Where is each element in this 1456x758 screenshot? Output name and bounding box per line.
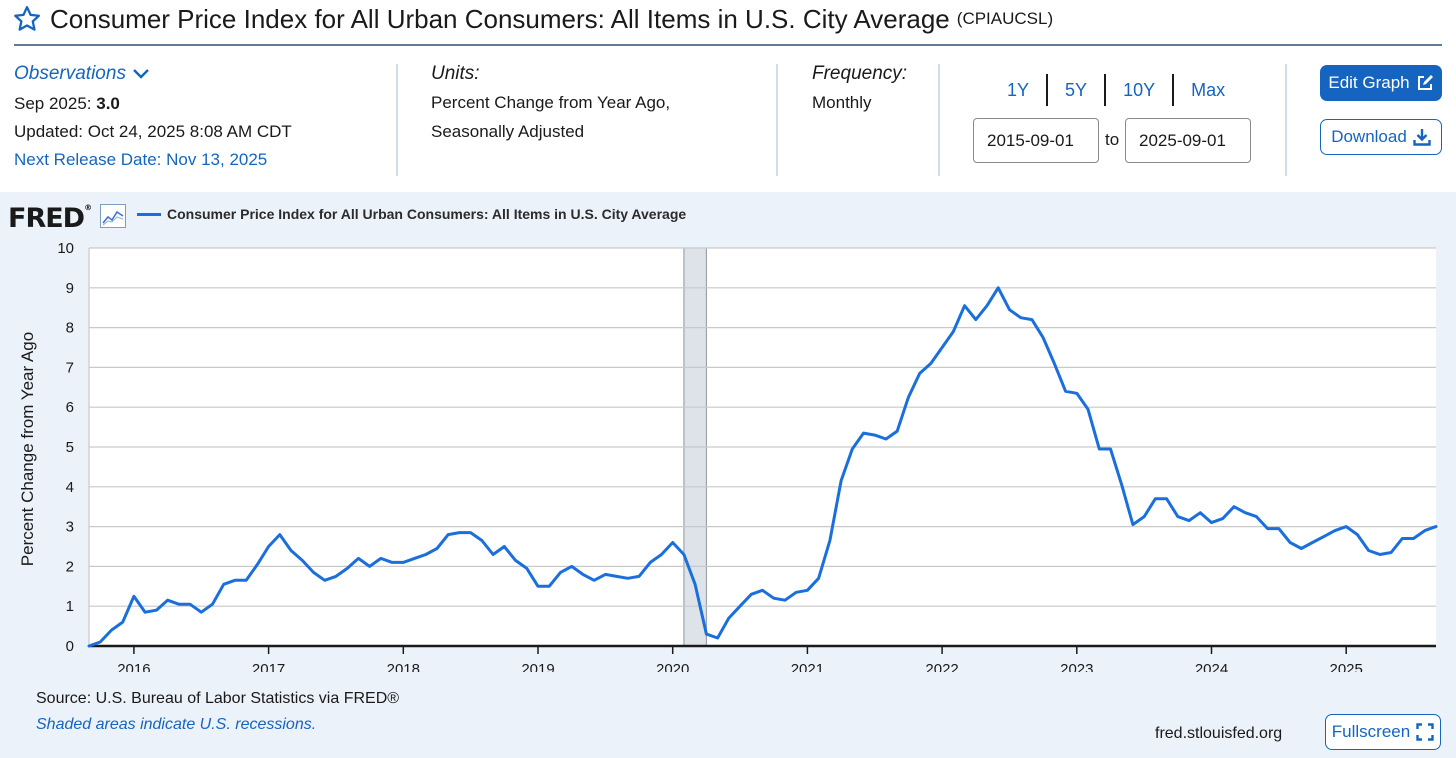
title-divider — [14, 44, 1442, 46]
observations-panel: Observations Sep 2025: 3.0 Updated: Oct … — [14, 63, 292, 170]
divider — [776, 64, 778, 176]
range-1y-button[interactable]: 1Y — [1007, 80, 1030, 100]
recession-note: Shaded areas indicate U.S. recessions. — [36, 716, 317, 733]
units-line-2: Seasonally Adjusted — [431, 122, 585, 141]
x-tick-label: 2025 — [1330, 661, 1363, 672]
edit-graph-label: Edit Graph — [1328, 73, 1410, 92]
y-tick-label: 7 — [66, 359, 74, 376]
y-tick-label: 4 — [66, 479, 74, 496]
y-tick-label: 3 — [66, 519, 74, 536]
range-separator — [1104, 74, 1107, 106]
y-tick-label: 6 — [66, 399, 74, 416]
x-tick-label: 2023 — [1060, 661, 1093, 672]
frequency-label: Frequency: — [812, 63, 908, 84]
x-tick-label: 2017 — [252, 661, 285, 672]
fullscreen-button[interactable]: Fullscreen — [1325, 714, 1441, 750]
x-tick-label: 2024 — [1195, 661, 1228, 672]
range-10y-button[interactable]: 10Y — [1123, 80, 1156, 100]
units-label: Units: — [431, 63, 480, 84]
page-title: Consumer Price Index for All Urban Consu… — [50, 3, 950, 34]
range-separator — [1172, 74, 1175, 106]
x-tick-label: 2020 — [656, 661, 689, 672]
y-tick-label: 5 — [66, 439, 74, 456]
y-tick-label: 1 — [66, 598, 74, 615]
series-code: (CPIAUCSL) — [956, 9, 1054, 28]
edit-icon — [1417, 75, 1433, 90]
divider — [1285, 64, 1287, 176]
download-button[interactable]: Download — [1320, 119, 1442, 155]
observation-value: 3.0 — [96, 94, 120, 113]
end-date-input[interactable]: 2025-09-01 — [1125, 118, 1251, 163]
x-tick-label: 2018 — [387, 661, 420, 672]
frequency-value: Monthly — [812, 93, 872, 112]
frequency-panel: Frequency: Monthly — [812, 63, 907, 117]
divider — [938, 64, 940, 176]
observation-period: Sep 2025: — [14, 94, 92, 113]
y-axis-label: Percent Change from Year Ago — [18, 332, 37, 566]
x-tick-label: 2019 — [521, 661, 554, 672]
y-tick-label: 0 — [66, 638, 74, 655]
x-tick-label: 2022 — [925, 661, 958, 672]
range-separator — [1046, 74, 1049, 106]
fred-logo: FRED® — [8, 203, 92, 234]
chart[interactable]: 0 1 2 3 4 5 6 7 8 9 10 2016 2017 2018 2019 2020 2021 2022… — [0, 192, 1456, 672]
line-chart-icon — [100, 204, 126, 228]
chevron-down-icon — [133, 69, 149, 79]
legend-swatch — [137, 212, 161, 216]
download-icon — [1413, 129, 1431, 146]
y-tick-label: 8 — [66, 320, 74, 337]
star-icon[interactable] — [12, 4, 42, 34]
y-tick-label: 2 — [66, 558, 74, 575]
fred-logo-text: FRED — [8, 203, 85, 234]
units-panel: Units: Percent Change from Year Ago, Sea… — [431, 63, 670, 146]
range-buttons: 1Y 5Y 10Y Max — [990, 74, 1242, 106]
edit-graph-button[interactable]: Edit Graph — [1320, 65, 1442, 101]
start-date-input[interactable]: 2015-09-01 — [973, 118, 1099, 163]
units-line-1: Percent Change from Year Ago, — [431, 93, 671, 112]
fullscreen-icon — [1416, 723, 1434, 741]
range-5y-button[interactable]: 5Y — [1065, 80, 1088, 100]
download-label: Download — [1331, 127, 1407, 146]
x-tick-label: 2021 — [791, 661, 824, 672]
y-tick-label: 10 — [57, 240, 74, 257]
range-max-button[interactable]: Max — [1191, 80, 1226, 100]
fullscreen-label: Fullscreen — [1331, 722, 1411, 741]
observations-toggle[interactable]: Observations — [14, 63, 292, 85]
x-tick-label: 2016 — [117, 661, 150, 672]
next-release-link[interactable]: Next Release Date: Nov 13, 2025 — [14, 150, 268, 169]
title-row: Consumer Price Index for All Urban Consu… — [12, 4, 1053, 34]
site-link[interactable]: fred.stlouisfed.org — [1155, 725, 1283, 742]
y-tick-label: 9 — [66, 280, 74, 297]
divider — [396, 64, 398, 176]
legend-label: Consumer Price Index for All Urban Consu… — [167, 206, 687, 222]
source-note: Source: U.S. Bureau of Labor Statistics … — [36, 690, 400, 707]
updated-timestamp: Updated: Oct 24, 2025 8:08 AM CDT — [14, 122, 292, 141]
chart-legend: Consumer Price Index for All Urban Consu… — [137, 206, 686, 222]
series-line — [87, 286, 1438, 648]
latest-observation: Sep 2025: 3.0 — [14, 94, 292, 113]
observations-label: Observations — [14, 63, 126, 84]
date-to-label: to — [1105, 130, 1120, 149]
